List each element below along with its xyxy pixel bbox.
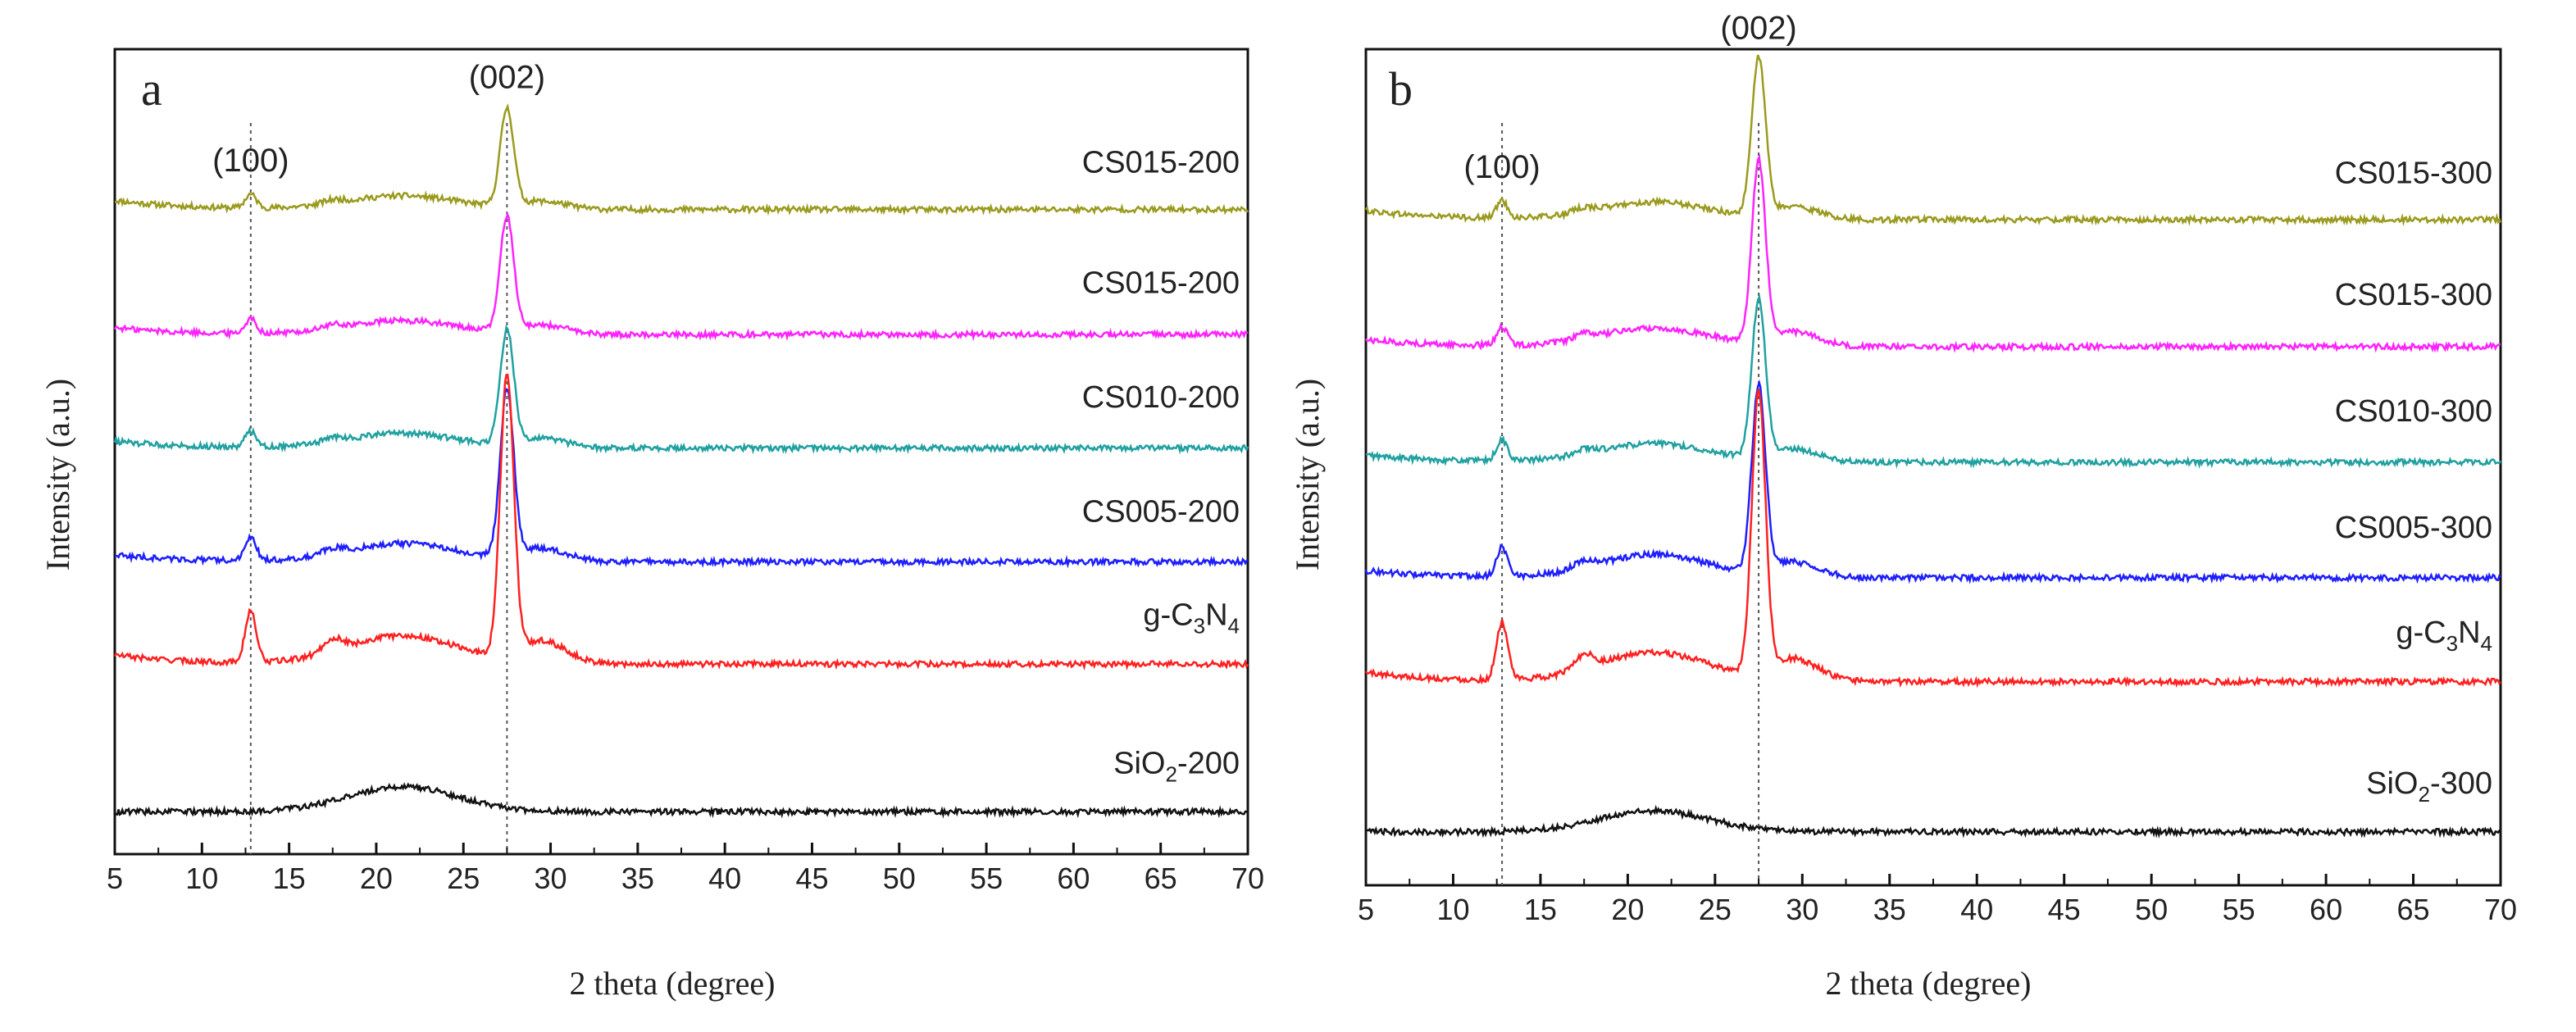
panel-a-plot-layer: 5 10 15 20 25 30 35 40 45 50 55 60 65 70 CS015-200 CS01… (107, 48, 1264, 895)
x-tick-label: 5 (107, 862, 123, 895)
series-line (1364, 54, 2502, 227)
series-label: CS005-200 (1082, 495, 1240, 530)
x-tick-label: 60 (2310, 893, 2342, 926)
x-tick-label: 70 (2484, 893, 2517, 926)
series-line (113, 373, 1249, 671)
x-tick-label: 25 (1699, 893, 1732, 926)
x-tick-label: 25 (447, 862, 480, 895)
series-line (114, 782, 1249, 819)
x-tick-label: 40 (1960, 893, 1993, 926)
x-tick-label: 70 (1231, 862, 1264, 895)
series-line (114, 102, 1249, 216)
x-tick-label: 40 (708, 862, 741, 895)
series-label: CS015-200 (1082, 146, 1240, 180)
panel-a-ylabel: Intensity (a.u.) (39, 379, 76, 571)
x-tick-label: 15 (273, 862, 306, 895)
x-tick-label: 30 (535, 862, 567, 895)
panel-a-xlabel: 2 theta (degree) (570, 965, 776, 1002)
series-label: CS010-300 (2335, 394, 2492, 429)
x-tick-label: 15 (1524, 893, 1557, 926)
panel-b: b 5 10 15 20 25 30 35 40 45 50 55 60 65 70 CS015-300 CS… (1289, 11, 2517, 1002)
x-tick-label: 55 (2223, 893, 2255, 926)
series-line (113, 211, 1249, 342)
x-tick-label: 45 (795, 862, 828, 895)
x-tick-label: 35 (1873, 893, 1906, 926)
x-tick-label: 50 (883, 862, 916, 895)
series-line (114, 388, 1249, 569)
series-line (113, 325, 1249, 455)
series-label: CS015-300 (2335, 278, 2492, 312)
series-line (1364, 389, 2501, 689)
series-label: CS015-300 (2335, 156, 2492, 190)
series-label: g-C3N4 (1143, 598, 1240, 638)
series-line (1364, 153, 2501, 353)
x-tick-label: 10 (185, 862, 218, 895)
series-line (1365, 804, 2502, 839)
x-tick-label: 30 (1786, 893, 1818, 926)
panel-b-xlabel: 2 theta (degree) (1826, 965, 2032, 1002)
x-tick-label: 60 (1057, 862, 1090, 895)
peak-annotation: (100) (212, 143, 289, 179)
series-line (1364, 379, 2501, 584)
x-tick-label: 55 (970, 862, 1003, 895)
series-label: SiO2-200 (1113, 747, 1240, 787)
series-label: CS005-300 (2335, 511, 2492, 545)
series-label: CS015-200 (1082, 266, 1240, 300)
x-tick-label: 65 (1145, 862, 1177, 895)
x-tick-label: 20 (1611, 893, 1644, 926)
panel-a-letter: a (141, 62, 162, 116)
x-tick-label: 50 (2135, 893, 2168, 926)
x-tick-label: 5 (1358, 893, 1374, 926)
peak-annotation: (002) (469, 60, 545, 96)
panel-b-plot-layer: 5 10 15 20 25 30 35 40 45 50 55 60 65 70 CS015-300 CS01… (1358, 11, 2517, 926)
peak-annotation: (100) (1463, 149, 1540, 185)
x-tick-label: 35 (621, 862, 654, 895)
panel-b-letter: b (1389, 62, 1413, 116)
x-tick-label: 45 (2048, 893, 2081, 926)
series-label: g-C3N4 (2396, 616, 2492, 656)
panel-b-ylabel: Intensity (a.u.) (1289, 379, 1326, 571)
x-tick-label: 65 (2397, 893, 2430, 926)
x-tick-label: 10 (1436, 893, 1469, 926)
peak-annotation: (002) (1720, 11, 1796, 47)
x-tick-label: 20 (360, 862, 393, 895)
series-label: SiO2-300 (2366, 766, 2492, 807)
series-label: CS010-200 (1082, 380, 1240, 415)
series-line (1365, 293, 2502, 470)
panel-a: a 5 10 15 20 25 30 35 40 45 50 55 60 65 70 CS015-200 CS… (39, 48, 1264, 1002)
